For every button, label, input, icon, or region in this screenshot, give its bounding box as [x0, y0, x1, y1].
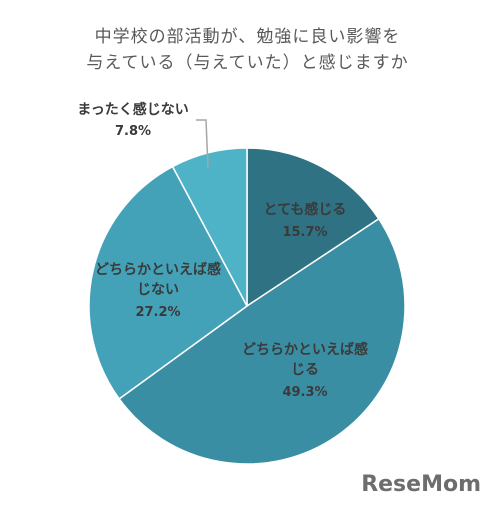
slice-label: どちらかといえば感じる	[242, 342, 368, 378]
watermark: ReseMom	[361, 472, 481, 497]
slice-label: どちらかといえば感じない	[95, 262, 221, 298]
value-label: 7.8%	[114, 124, 152, 139]
pie-slice	[171, 147, 248, 307]
value-label: 15.7%	[282, 225, 328, 240]
slice-label: まったく感じない	[77, 102, 189, 118]
chart-title: 中学校の部活動が、勉強に良い影響を	[94, 27, 401, 47]
value-label: 49.3%	[282, 385, 328, 400]
pie-slice	[246, 147, 380, 308]
pie-slice	[118, 217, 406, 465]
value-label: 27.2%	[135, 305, 181, 320]
leader-line	[196, 119, 209, 169]
chart-title: 与えている（与えていた）と感じますか	[86, 53, 409, 73]
pie-slice	[88, 165, 248, 400]
slice-label: とても感じる	[263, 202, 347, 218]
